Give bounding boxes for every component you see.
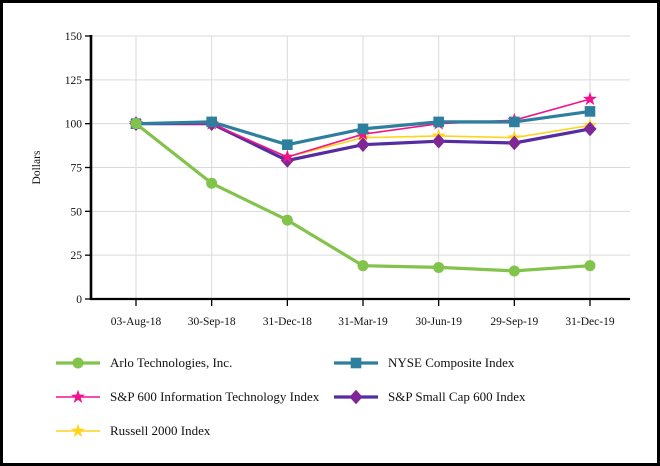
legend-label: S&P Small Cap 600 Index [388, 389, 526, 404]
y-axis-title: Dollars [31, 150, 43, 184]
legend-item-sp-smallcap-600: S&P Small Cap 600 Index [333, 387, 525, 407]
legend-item-nyse-composite: NYSE Composite Index [333, 353, 514, 373]
gridlines [91, 35, 630, 299]
legend-marker-star-icon [56, 389, 100, 403]
legend-label: Arlo Technologies, Inc. [110, 355, 233, 370]
svg-text:31-Dec-19: 31-Dec-19 [565, 316, 614, 328]
legend-item-sp600-infotech: S&P 600 Information Technology Index [55, 387, 319, 407]
svg-text:125: 125 [65, 75, 83, 87]
svg-text:0: 0 [76, 294, 82, 306]
svg-text:31-Dec-18: 31-Dec-18 [263, 316, 312, 328]
legend-marker-diamond-icon [334, 389, 378, 405]
y-axis-tick-labels: 0 25 50 75 100 125 150 [65, 31, 83, 306]
axes [85, 35, 630, 306]
svg-text:75: 75 [71, 163, 83, 175]
svg-text:100: 100 [65, 119, 83, 131]
legend-marker-circle-icon [56, 357, 100, 369]
svg-text:03-Aug-18: 03-Aug-18 [111, 316, 162, 328]
legend-label: NYSE Composite Index [388, 355, 515, 370]
svg-text:29-Sep-19: 29-Sep-19 [490, 316, 538, 328]
legend-marker-star-icon [56, 423, 100, 437]
svg-text:30-Sep-18: 30-Sep-18 [188, 316, 236, 328]
line-chart-plot-area: 0 25 50 75 100 125 150 03-Aug-18 30-Sep-18 31-Dec… [31, 31, 630, 328]
series-circle [130, 118, 596, 277]
svg-text:30-Jun-19: 30-Jun-19 [415, 316, 462, 328]
legend-item-russell-2000: Russell 2000 Index [55, 421, 210, 441]
x-axis-tick-labels: 03-Aug-18 30-Sep-18 31-Dec-18 31-Mar-19 30-J… [111, 316, 615, 328]
svg-text:31-Mar-19: 31-Mar-19 [338, 316, 388, 328]
legend-marker-square-icon [334, 357, 378, 369]
svg-text:150: 150 [65, 31, 83, 43]
svg-text:50: 50 [71, 206, 83, 218]
legend-label: Russell 2000 Index [110, 423, 211, 438]
legend-item-arlo-technologies: Arlo Technologies, Inc. [55, 353, 232, 373]
legend-label: S&P 600 Information Technology Index [110, 389, 320, 404]
svg-text:25: 25 [71, 250, 83, 262]
